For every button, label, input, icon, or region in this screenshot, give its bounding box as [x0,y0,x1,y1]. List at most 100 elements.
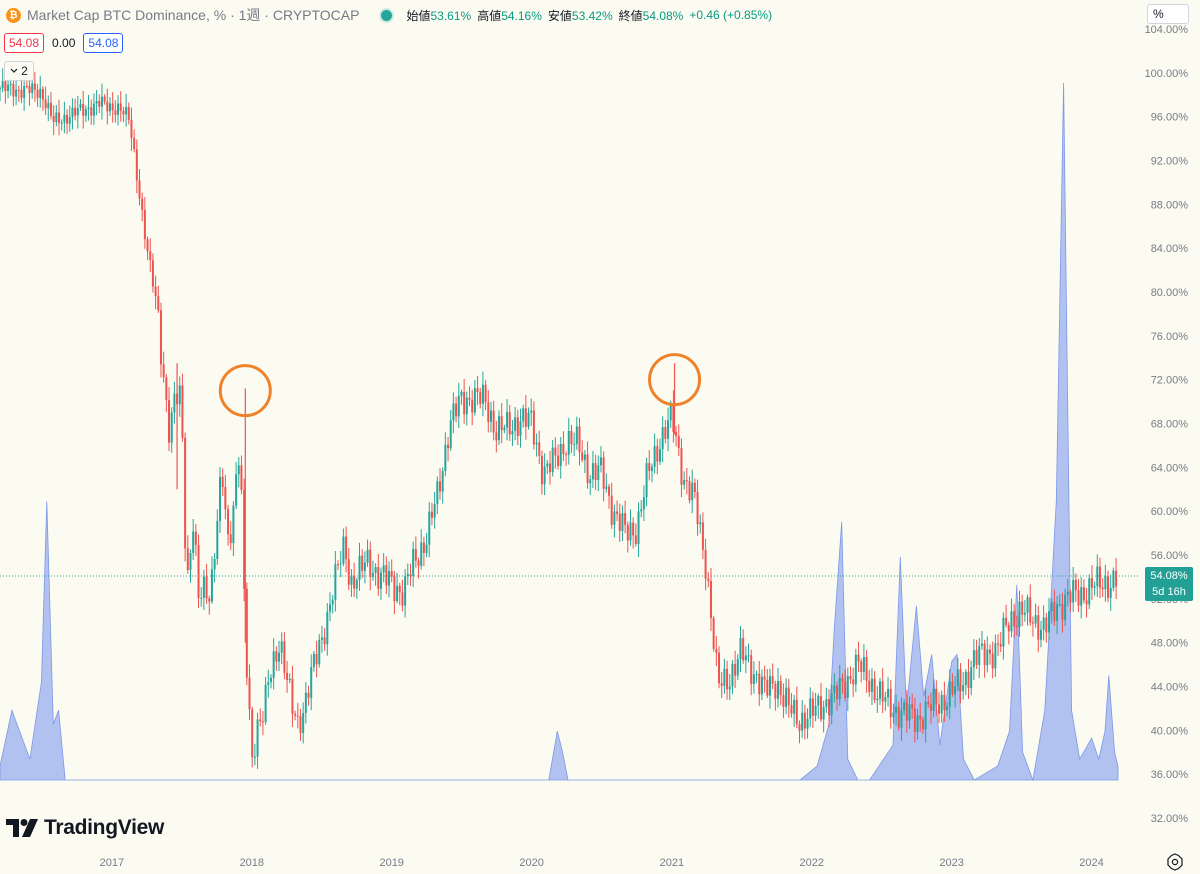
candle-body [723,668,726,686]
y-tick-label: 56.00% [1151,550,1189,562]
candle-body [286,672,289,681]
y-tick-label: 72.00% [1151,375,1189,387]
candle-body [401,592,404,606]
candle-body [755,673,758,675]
candle-body [52,115,55,123]
candle-body [433,503,436,518]
candle-body [540,455,543,485]
candle-body [173,393,176,413]
candle-body [862,657,865,672]
candle-body [457,395,460,417]
candle-body [36,89,39,98]
candle-body [100,96,103,107]
candle-body [20,89,23,98]
candle-body [854,654,857,685]
candle-body [358,555,361,581]
candle-body [1061,604,1064,620]
candle-body [168,400,171,443]
candle-body [822,706,825,720]
candle-body [626,525,629,541]
candle-body [159,310,162,365]
candle-body [983,643,986,666]
candle-body [782,695,785,707]
candle-body [425,544,428,553]
candle-body [127,106,130,120]
y-tick-label: 60.00% [1151,506,1189,518]
candle-body [17,89,20,91]
candle-body [913,708,916,732]
current-price-label: 54.08% 5d 16h [1145,567,1193,601]
collapse-indicators-button[interactable]: 2 [4,61,34,81]
candle-body [275,651,278,662]
candle-body [943,694,946,711]
candle-body [599,457,602,466]
candle-body [256,719,259,757]
y-axis[interactable]: 104.00% 100.00% 96.00% 92.00% 88.00% 84.00% 80… [1145,24,1189,825]
candle-body [709,580,712,619]
candle-body [1112,570,1115,588]
candle-body [718,652,721,684]
candle-body [554,447,557,456]
candle-body [629,522,632,541]
gear-icon[interactable] [1166,853,1184,871]
tradingview-logo[interactable]: TradingView [6,816,164,840]
candle-body [771,676,774,684]
candle-body [916,715,919,732]
candle-body [905,702,908,721]
candle-body [1005,617,1008,625]
candle-body [369,549,372,578]
candle-body [621,513,624,532]
candle-body [774,683,777,699]
annotation-layer [218,353,702,418]
candle-body [125,106,128,115]
value-box-right[interactable]: 54.08 [83,33,124,53]
candle-body [237,465,240,475]
candle-body [548,463,551,473]
candle-body [809,698,812,719]
annotation-circle[interactable] [218,364,272,418]
candle-body [1037,615,1040,640]
y-tick-label: 36.00% [1151,769,1189,781]
candle-body [811,698,814,716]
candle-body [366,549,369,563]
annotation-circle[interactable] [648,353,702,407]
candle-body [632,522,635,536]
candle-body [95,100,98,104]
x-tick-label: 2024 [1079,857,1103,869]
scale-percent-button[interactable]: % [1147,4,1189,24]
candle-body [562,443,565,455]
y-tick-label: 92.00% [1151,155,1189,167]
candle-body [41,88,44,100]
candle-body [1048,611,1051,633]
candle-body [819,696,822,720]
candle-body [224,487,227,510]
y-tick-label: 80.00% [1151,287,1189,299]
candle-body [586,454,589,484]
candle-body [844,681,847,698]
candle-body [758,673,761,695]
visibility-eye-icon[interactable] [379,7,395,23]
candle-body [841,678,844,682]
candle-body [122,110,125,115]
candle-body [940,694,943,714]
candle-body [1082,587,1085,601]
candle-body [790,705,793,714]
candle-body [240,465,243,490]
candle-body [967,671,970,688]
candle-body [739,638,742,659]
candle-body [608,486,611,496]
candle-body [216,520,219,559]
candle-body [637,511,640,545]
candle-body [929,704,932,711]
candle-body [691,482,694,501]
value-box-left[interactable]: 54.08 [4,33,45,53]
candle-body [49,102,52,116]
candle-body [235,474,238,506]
symbol-title[interactable]: Market Cap BTC Dominance, % · 1週 · CRYPT… [27,7,360,23]
candle-body [1056,604,1059,621]
candle-body [514,417,517,431]
candle-body [1098,566,1101,588]
candle-body [1104,576,1107,590]
x-axis[interactable]: 2017 2018 2019 2020 2021 2022 2023 2024 [100,857,1104,869]
